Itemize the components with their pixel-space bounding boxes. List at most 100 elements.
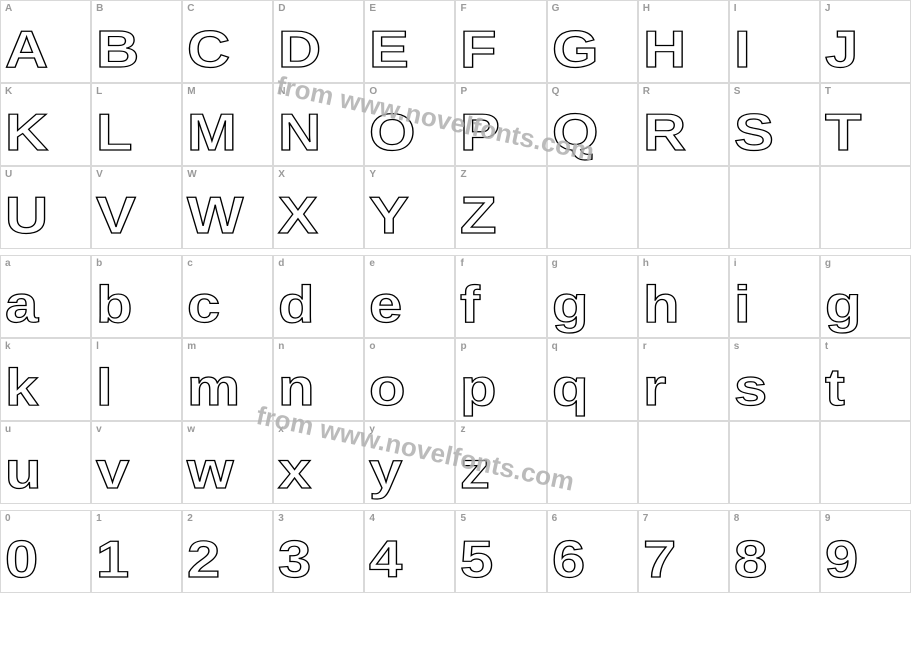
glyph-cell: FF xyxy=(455,0,546,83)
glyph-label: W xyxy=(187,169,196,180)
glyph-outline: z xyxy=(460,445,489,497)
glyph-cell: WW xyxy=(182,166,273,249)
glyph-cell xyxy=(638,166,729,249)
glyph-cell: KK xyxy=(0,83,91,166)
glyph-outline: I xyxy=(734,24,749,76)
font-character-map: AABBCCDDEEFFGGHHIIJJKKLLMMNNOOPPQQRRSSTT… xyxy=(0,0,911,593)
glyph-outline: v xyxy=(96,445,128,497)
glyph-outline: M xyxy=(187,107,236,159)
glyph-outline: n xyxy=(278,362,313,414)
glyph-label: Y xyxy=(369,169,376,180)
glyph-label: l xyxy=(96,341,99,352)
glyph-outline: u xyxy=(5,445,40,497)
glyph-cell xyxy=(729,421,820,504)
glyph-label: u xyxy=(5,424,11,435)
glyph-cell: RR xyxy=(638,83,729,166)
glyph-label: K xyxy=(5,86,12,97)
glyph-cell: ff xyxy=(455,255,546,338)
glyph-label: 2 xyxy=(187,513,193,524)
glyph-cell: vv xyxy=(91,421,182,504)
glyph-outline: o xyxy=(369,362,404,414)
glyph-label: 9 xyxy=(825,513,831,524)
glyph-cell: 99 xyxy=(820,510,911,593)
glyph-outline: Z xyxy=(460,190,495,242)
glyph-cell: qq xyxy=(547,338,638,421)
glyph-outline: 6 xyxy=(552,534,584,586)
glyph-cell: HH xyxy=(638,0,729,83)
glyph-cell: nn xyxy=(273,338,364,421)
glyph-outline: O xyxy=(369,107,414,159)
glyph-outline: C xyxy=(187,24,229,76)
glyph-label: X xyxy=(278,169,285,180)
glyph-label: A xyxy=(5,3,12,14)
glyph-outline: B xyxy=(96,24,138,76)
glyph-label: y xyxy=(369,424,375,435)
glyph-cell: UU xyxy=(0,166,91,249)
glyph-outline: s xyxy=(734,362,766,414)
glyph-outline: U xyxy=(5,190,47,242)
glyph-label: V xyxy=(96,169,103,180)
glyph-label: U xyxy=(5,169,12,180)
glyph-outline: l xyxy=(96,362,111,414)
glyph-label: S xyxy=(734,86,741,97)
glyph-cell: II xyxy=(729,0,820,83)
glyph-cell: pp xyxy=(455,338,546,421)
charmap-section-digits: 00112233445566778899 xyxy=(0,510,911,593)
glyph-outline: N xyxy=(278,107,320,159)
glyph-cell: yy xyxy=(364,421,455,504)
glyph-label: p xyxy=(460,341,466,352)
glyph-outline: 4 xyxy=(369,534,401,586)
glyph-cell: dd xyxy=(273,255,364,338)
glyph-label: D xyxy=(278,3,285,14)
glyph-cell xyxy=(547,166,638,249)
glyph-label: M xyxy=(187,86,195,97)
glyph-cell: oo xyxy=(364,338,455,421)
glyph-cell: ss xyxy=(729,338,820,421)
glyph-cell: ee xyxy=(364,255,455,338)
glyph-label: R xyxy=(643,86,650,97)
glyph-label: 4 xyxy=(369,513,375,524)
glyph-outline: F xyxy=(460,24,495,76)
glyph-outline: g xyxy=(552,279,587,331)
glyph-outline: D xyxy=(278,24,320,76)
glyph-cell: LL xyxy=(91,83,182,166)
glyph-outline: r xyxy=(643,362,665,414)
glyph-outline: H xyxy=(643,24,685,76)
glyph-label: G xyxy=(552,3,560,14)
glyph-cell: PP xyxy=(455,83,546,166)
glyph-outline: w xyxy=(187,445,232,497)
glyph-cell: xx xyxy=(273,421,364,504)
glyph-outline: W xyxy=(187,190,242,242)
glyph-cell: uu xyxy=(0,421,91,504)
glyph-outline: d xyxy=(278,279,313,331)
glyph-cell: TT xyxy=(820,83,911,166)
glyph-outline: 8 xyxy=(734,534,766,586)
glyph-label: B xyxy=(96,3,103,14)
glyph-cell: JJ xyxy=(820,0,911,83)
glyph-label: v xyxy=(96,424,102,435)
glyph-cell: DD xyxy=(273,0,364,83)
glyph-cell: AA xyxy=(0,0,91,83)
glyph-cell: ZZ xyxy=(455,166,546,249)
glyph-outline: g xyxy=(825,279,860,331)
glyph-outline: t xyxy=(825,362,844,414)
glyph-label: t xyxy=(825,341,828,352)
glyph-label: k xyxy=(5,341,11,352)
glyph-outline: 9 xyxy=(825,534,857,586)
glyph-label: z xyxy=(460,424,465,435)
glyph-outline: i xyxy=(734,279,749,331)
glyph-outline: A xyxy=(5,24,47,76)
glyph-cell: YY xyxy=(364,166,455,249)
glyph-outline: Q xyxy=(552,107,597,159)
glyph-label: 6 xyxy=(552,513,558,524)
glyph-label: h xyxy=(643,258,649,269)
glyph-label: E xyxy=(369,3,376,14)
glyph-label: J xyxy=(825,3,831,14)
glyph-outline: 5 xyxy=(460,534,492,586)
charmap-section-uppercase: AABBCCDDEEFFGGHHIIJJKKLLMMNNOOPPQQRRSSTT… xyxy=(0,0,911,249)
glyph-outline: e xyxy=(369,279,401,331)
glyph-label: r xyxy=(643,341,647,352)
glyph-label: I xyxy=(734,3,737,14)
glyph-outline: J xyxy=(825,24,857,76)
glyph-outline: Y xyxy=(369,190,408,242)
